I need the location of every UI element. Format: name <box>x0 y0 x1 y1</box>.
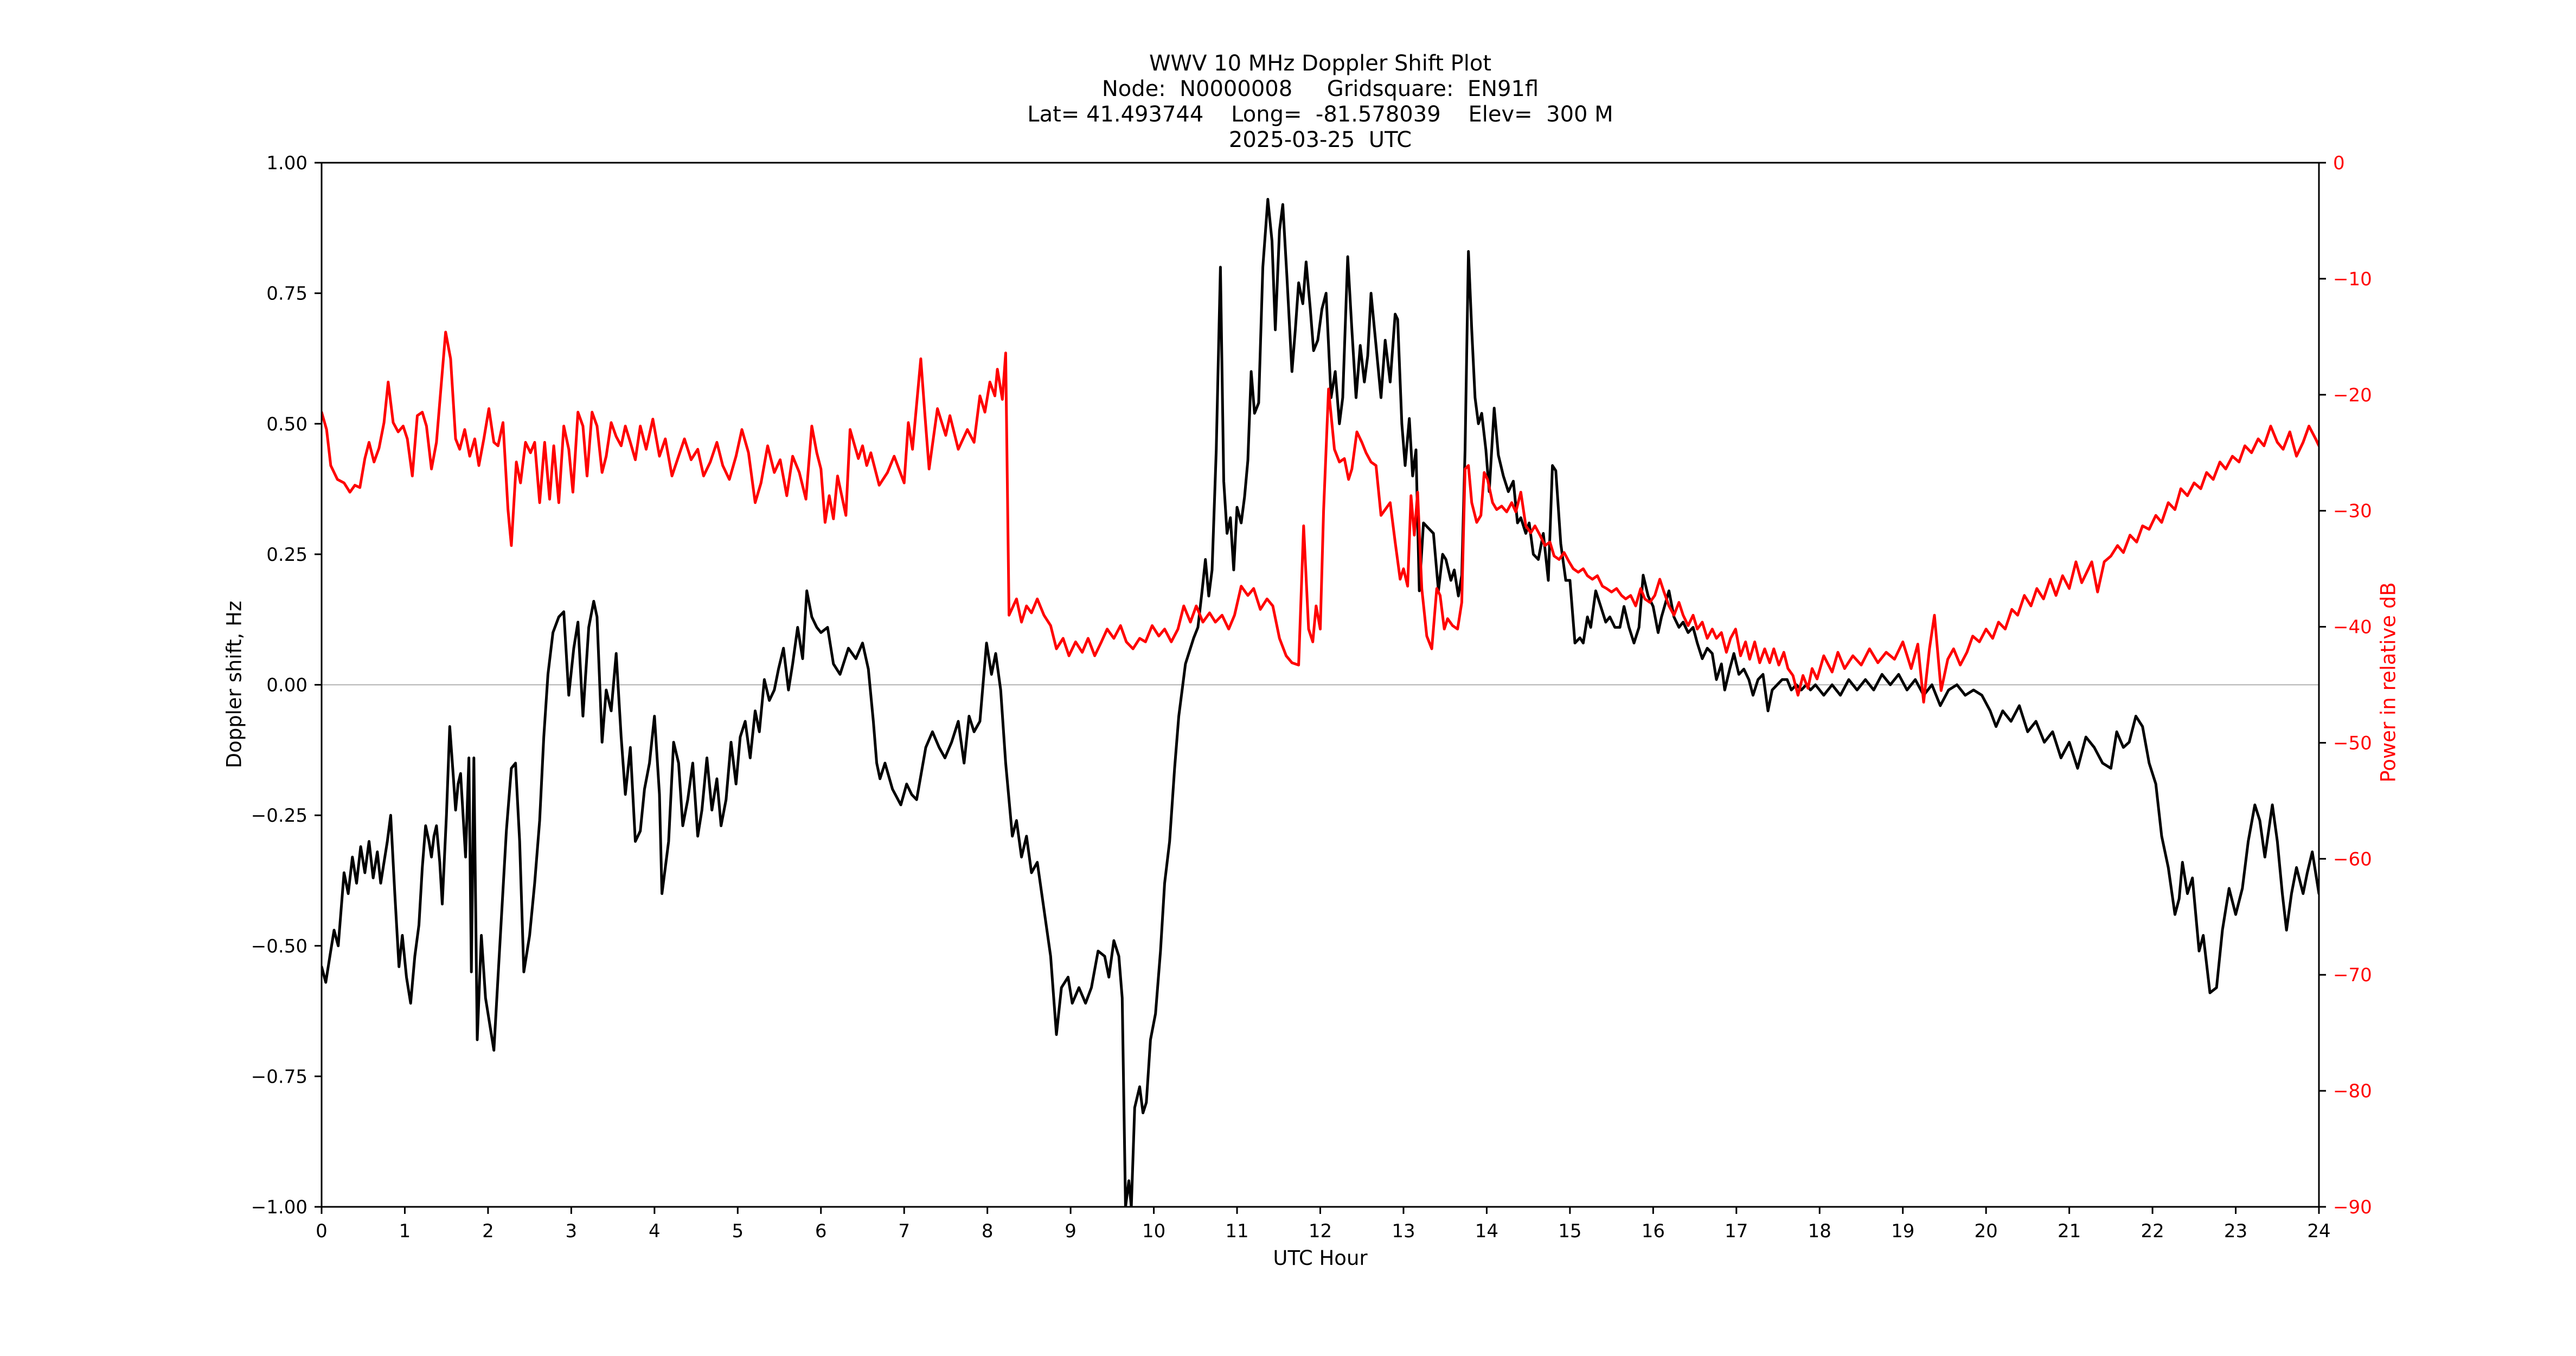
svg-text:10: 10 <box>1142 1220 1165 1242</box>
svg-text:0: 0 <box>2333 152 2345 174</box>
svg-text:8: 8 <box>982 1220 994 1242</box>
svg-text:−70: −70 <box>2333 964 2372 986</box>
svg-text:13: 13 <box>1392 1220 1415 1242</box>
svg-text:−10: −10 <box>2333 268 2372 290</box>
svg-text:24: 24 <box>2307 1220 2330 1242</box>
svg-text:−80: −80 <box>2333 1080 2372 1102</box>
svg-text:−1.00: −1.00 <box>251 1197 307 1218</box>
svg-text:17: 17 <box>1725 1220 1748 1242</box>
plot-subtitle-date: 2025-03-25 UTC <box>1228 127 1412 152</box>
svg-text:−0.50: −0.50 <box>251 936 307 957</box>
svg-text:0: 0 <box>316 1220 328 1242</box>
svg-text:12: 12 <box>1309 1220 1332 1242</box>
svg-text:21: 21 <box>2058 1220 2081 1242</box>
x-axis-ticks: 0 1 2 3 4 5 6 7 8 9 10 11 12 13 14 15 16 17 18 19 20 21 22 23 24 <box>316 1207 2331 1242</box>
plot-subtitle-node-gridsquare: Node: N0000008 Gridsquare: EN91fl <box>1101 76 1539 101</box>
svg-text:11: 11 <box>1225 1220 1248 1242</box>
svg-text:20: 20 <box>1975 1220 1998 1242</box>
svg-text:4: 4 <box>649 1220 661 1242</box>
right-axis-ticks: 0 −10 −20 −30 −40 −50 −60 −70 −80 −90 <box>2319 152 2372 1218</box>
svg-text:6: 6 <box>815 1220 827 1242</box>
svg-text:0.50: 0.50 <box>266 413 307 435</box>
svg-text:14: 14 <box>1475 1220 1498 1242</box>
svg-text:3: 3 <box>566 1220 578 1242</box>
series-power <box>322 330 2319 704</box>
svg-text:16: 16 <box>1642 1220 1665 1242</box>
svg-text:15: 15 <box>1558 1220 1581 1242</box>
svg-text:−50: −50 <box>2333 732 2372 754</box>
svg-text:−30: −30 <box>2333 501 2372 522</box>
svg-text:−60: −60 <box>2333 848 2372 870</box>
x-axis-label: UTC Hour <box>1273 1246 1368 1270</box>
svg-text:23: 23 <box>2224 1220 2247 1242</box>
svg-text:1.00: 1.00 <box>266 152 307 174</box>
svg-text:−90: −90 <box>2333 1197 2372 1218</box>
svg-text:−0.25: −0.25 <box>251 805 307 827</box>
series-doppler <box>322 197 2319 1207</box>
plot-subtitle-lat-long-elev: Lat= 41.493744 Long= -81.578039 Elev= 30… <box>1027 102 1613 127</box>
svg-text:0.00: 0.00 <box>266 675 307 696</box>
svg-text:−20: −20 <box>2333 385 2372 406</box>
svg-text:22: 22 <box>2141 1220 2164 1242</box>
svg-text:−0.75: −0.75 <box>251 1066 307 1088</box>
svg-text:1: 1 <box>399 1220 411 1242</box>
svg-text:0.25: 0.25 <box>266 544 307 566</box>
svg-text:9: 9 <box>1065 1220 1076 1242</box>
svg-text:5: 5 <box>732 1220 744 1242</box>
svg-text:19: 19 <box>1891 1220 1914 1242</box>
plot-title: WWV 10 MHz Doppler Shift Plot <box>1149 51 1492 76</box>
svg-text:−40: −40 <box>2333 617 2372 638</box>
plot-title-block: WWV 10 MHz Doppler Shift Plot Node: N000… <box>322 51 2319 153</box>
svg-text:7: 7 <box>898 1220 910 1242</box>
left-axis-ticks: 1.00 0.75 0.50 0.25 0.00 −0.25 −0.50 −0.75 −1.00 <box>251 152 322 1218</box>
svg-text:0.75: 0.75 <box>266 283 307 305</box>
svg-text:2: 2 <box>482 1220 494 1242</box>
svg-text:18: 18 <box>1808 1220 1831 1242</box>
